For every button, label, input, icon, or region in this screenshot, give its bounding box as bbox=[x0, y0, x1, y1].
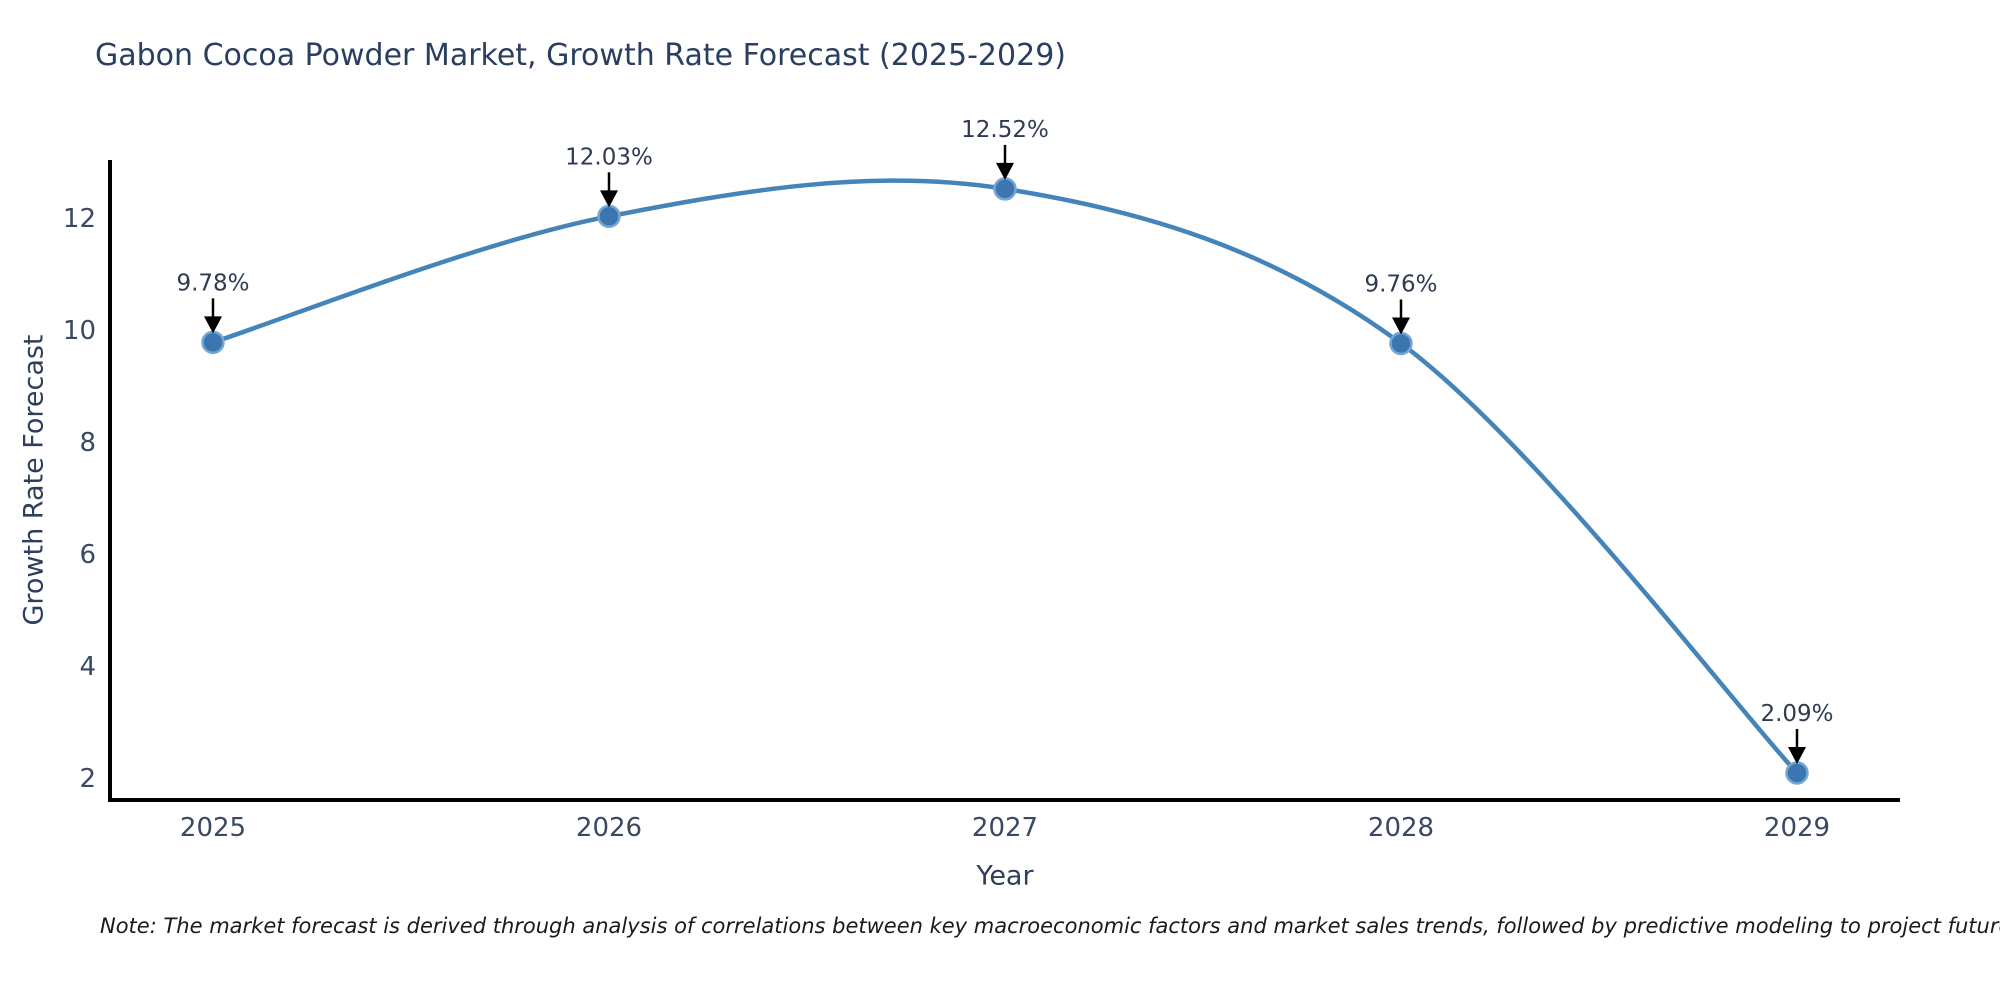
y-tick-label: 6 bbox=[79, 540, 96, 570]
annotation-arrowhead bbox=[1788, 746, 1806, 764]
y-tick-label: 4 bbox=[79, 652, 96, 682]
data-point-value-label: 9.76% bbox=[1364, 271, 1437, 297]
data-point-marker bbox=[201, 330, 225, 355]
y-tick-label: 2 bbox=[79, 764, 96, 794]
data-point-marker bbox=[993, 177, 1017, 201]
data-point-marker bbox=[1785, 761, 1809, 785]
annotation-arrowhead bbox=[204, 316, 222, 334]
x-tick-label: 2028 bbox=[1368, 813, 1434, 843]
data-point-value-label: 12.03% bbox=[565, 144, 653, 170]
data-point-value-label: 9.78% bbox=[176, 270, 249, 296]
x-tick-label: 2027 bbox=[972, 813, 1038, 843]
y-axis-title: Growth Rate Forecast bbox=[18, 334, 50, 626]
data-point-marker bbox=[1389, 331, 1413, 356]
annotation-arrowhead bbox=[1392, 317, 1410, 335]
data-point-value-label: 2.09% bbox=[1760, 701, 1833, 727]
x-tick-label: 2029 bbox=[1764, 813, 1830, 843]
data-point-value-label: 12.52% bbox=[961, 117, 1049, 143]
footnote: Note: The market forecast is derived thr… bbox=[100, 914, 2000, 938]
x-tick-label: 2025 bbox=[180, 813, 246, 843]
data-point-marker bbox=[597, 204, 621, 229]
annotation-arrowhead bbox=[600, 190, 618, 208]
x-tick-label: 2026 bbox=[576, 813, 642, 843]
forecast-line-series bbox=[212, 178, 1799, 775]
annotation-arrowhead bbox=[996, 162, 1014, 180]
x-axis-title: Year bbox=[976, 860, 1034, 892]
chart-title: Gabon Cocoa Powder Market, Growth Rate F… bbox=[95, 38, 1066, 73]
y-tick-label: 10 bbox=[63, 316, 96, 346]
y-tick-label: 8 bbox=[79, 428, 96, 458]
y-tick-label: 12 bbox=[63, 204, 96, 234]
